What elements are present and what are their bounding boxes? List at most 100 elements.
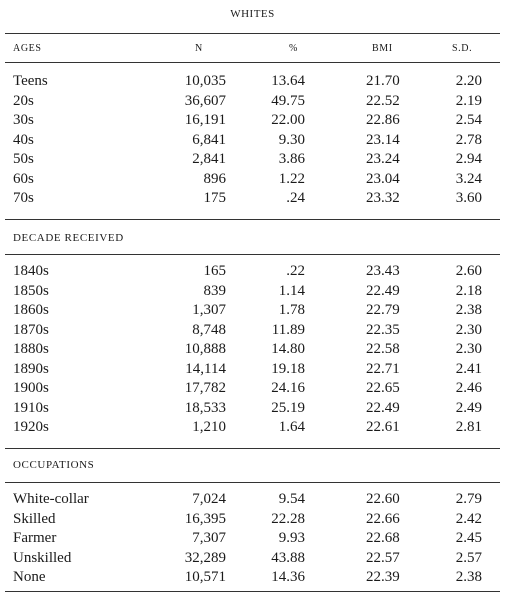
cell-percent: 14.36 <box>271 569 305 585</box>
cell-n: 16,395 <box>184 510 226 527</box>
section-title-decade: DECADE RECEIVED <box>13 232 124 244</box>
cell-sd: 2.20 <box>455 73 482 89</box>
cell-n: 18,533 <box>184 399 226 416</box>
row-label: 1840s <box>13 263 49 279</box>
cell-n: 1,210 <box>192 419 226 435</box>
cell-bmi: 23.04 <box>366 170 400 187</box>
cell-bmi: 22.49 <box>366 399 400 416</box>
table-row: 1910s 18,533 25.19 22.49 2.49 <box>0 399 505 418</box>
cell-percent: .24 <box>286 190 305 206</box>
cell-bmi: 22.86 <box>366 112 400 128</box>
cell-percent: 14.80 <box>271 341 305 357</box>
section-title-occupations: OCCUPATIONS <box>13 459 95 471</box>
cell-sd: 2.19 <box>455 92 482 109</box>
cell-sd: 2.54 <box>455 112 482 128</box>
section-rule <box>5 482 500 483</box>
cell-n: 2,841 <box>192 151 226 167</box>
table-row: Unskilled 32,289 43.88 22.57 2.57 <box>0 549 505 568</box>
cell-sd: 2.45 <box>455 530 482 546</box>
cell-bmi: 22.57 <box>366 549 400 566</box>
cell-sd: 2.30 <box>455 341 482 357</box>
row-label: White-collar <box>13 491 89 507</box>
cell-percent: 19.18 <box>271 360 305 377</box>
table-row: 1850s 839 1.14 22.49 2.18 <box>0 282 505 301</box>
table-row: 1900s 17,782 24.16 22.65 2.46 <box>0 379 505 398</box>
cell-n: 1,307 <box>192 302 226 318</box>
cell-n: 8,748 <box>192 321 226 338</box>
table-row: 40s 6,841 9.30 23.14 2.78 <box>0 131 505 150</box>
cell-sd: 2.42 <box>455 510 482 527</box>
cell-n: 175 <box>203 190 227 206</box>
cell-sd: 2.94 <box>455 151 482 167</box>
row-label: 20s <box>13 92 34 109</box>
cell-sd: 2.78 <box>455 131 482 148</box>
cell-bmi: 23.24 <box>366 151 400 167</box>
cell-n: 10,888 <box>184 341 226 357</box>
row-label: 50s <box>13 151 34 167</box>
row-label: 1900s <box>13 380 49 396</box>
cell-n: 14,114 <box>185 360 226 377</box>
cell-bmi: 22.58 <box>366 341 400 357</box>
table-row: 1870s 8,748 11.89 22.35 2.30 <box>0 321 505 340</box>
row-label: 1870s <box>13 321 49 338</box>
cell-percent: 11.89 <box>271 321 305 338</box>
cell-sd: 2.49 <box>455 399 482 416</box>
row-label: 30s <box>13 112 34 128</box>
cell-n: 32,289 <box>184 549 226 566</box>
cell-percent: .22 <box>286 263 305 279</box>
cell-percent: 22.00 <box>271 112 305 128</box>
cell-percent: 1.78 <box>278 302 305 318</box>
cell-sd: 2.46 <box>455 380 482 396</box>
cell-sd: 2.81 <box>455 419 482 435</box>
header-sd: S.D. <box>452 43 473 54</box>
cell-bmi: 22.66 <box>366 510 400 527</box>
cell-n: 36,607 <box>184 92 226 109</box>
top-rule <box>5 33 500 34</box>
row-label: 1890s <box>13 360 49 377</box>
cell-percent: 43.88 <box>271 549 305 566</box>
cell-bmi: 22.65 <box>366 380 400 396</box>
table-row: Skilled 16,395 22.28 22.66 2.42 <box>0 510 505 529</box>
cell-n: 165 <box>203 263 227 279</box>
cell-sd: 2.30 <box>455 321 482 338</box>
cell-percent: 49.75 <box>271 92 305 109</box>
cell-percent: 9.30 <box>278 131 305 148</box>
table-row: Teens 10,035 13.64 21.70 2.20 <box>0 72 505 91</box>
table-row: 1860s 1,307 1.78 22.79 2.38 <box>0 301 505 320</box>
cell-sd: 2.38 <box>455 569 482 585</box>
row-label: 40s <box>13 131 34 148</box>
cell-n: 10,571 <box>184 569 226 585</box>
cell-sd: 2.60 <box>455 263 482 279</box>
section-rule <box>5 448 500 449</box>
cell-bmi: 22.68 <box>366 530 400 546</box>
row-label: Skilled <box>13 510 56 527</box>
cell-bmi: 23.14 <box>366 131 400 148</box>
table-row: 1880s 10,888 14.80 22.58 2.30 <box>0 340 505 359</box>
cell-percent: 3.86 <box>278 151 305 167</box>
cell-sd: 3.60 <box>455 190 482 206</box>
cell-bmi: 22.49 <box>366 282 400 299</box>
row-label: 1880s <box>13 341 49 357</box>
row-label: 1920s <box>13 419 49 435</box>
cell-percent: 9.93 <box>278 530 305 546</box>
row-label: 60s <box>13 170 34 187</box>
cell-percent: 1.22 <box>278 170 305 187</box>
cell-sd: 2.57 <box>455 549 482 566</box>
row-label: 1860s <box>13 302 49 318</box>
cell-percent: 1.14 <box>278 282 305 299</box>
table-row: 30s 16,191 22.00 22.86 2.54 <box>0 111 505 130</box>
table-row: 1890s 14,114 19.18 22.71 2.41 <box>0 360 505 379</box>
table-row: 50s 2,841 3.86 23.24 2.94 <box>0 150 505 169</box>
header-rule <box>5 62 500 63</box>
table-row: 1840s 165 .22 23.43 2.60 <box>0 262 505 281</box>
cell-percent: 13.64 <box>271 73 305 89</box>
header-percent: % <box>289 43 298 54</box>
row-label: 1850s <box>13 282 49 299</box>
cell-bmi: 21.70 <box>366 73 400 89</box>
header-bmi: BMI <box>372 43 393 54</box>
cell-bmi: 22.79 <box>366 302 400 318</box>
header-ages: AGES <box>13 43 42 54</box>
cell-n: 839 <box>203 282 227 299</box>
cell-bmi: 22.39 <box>366 569 400 585</box>
